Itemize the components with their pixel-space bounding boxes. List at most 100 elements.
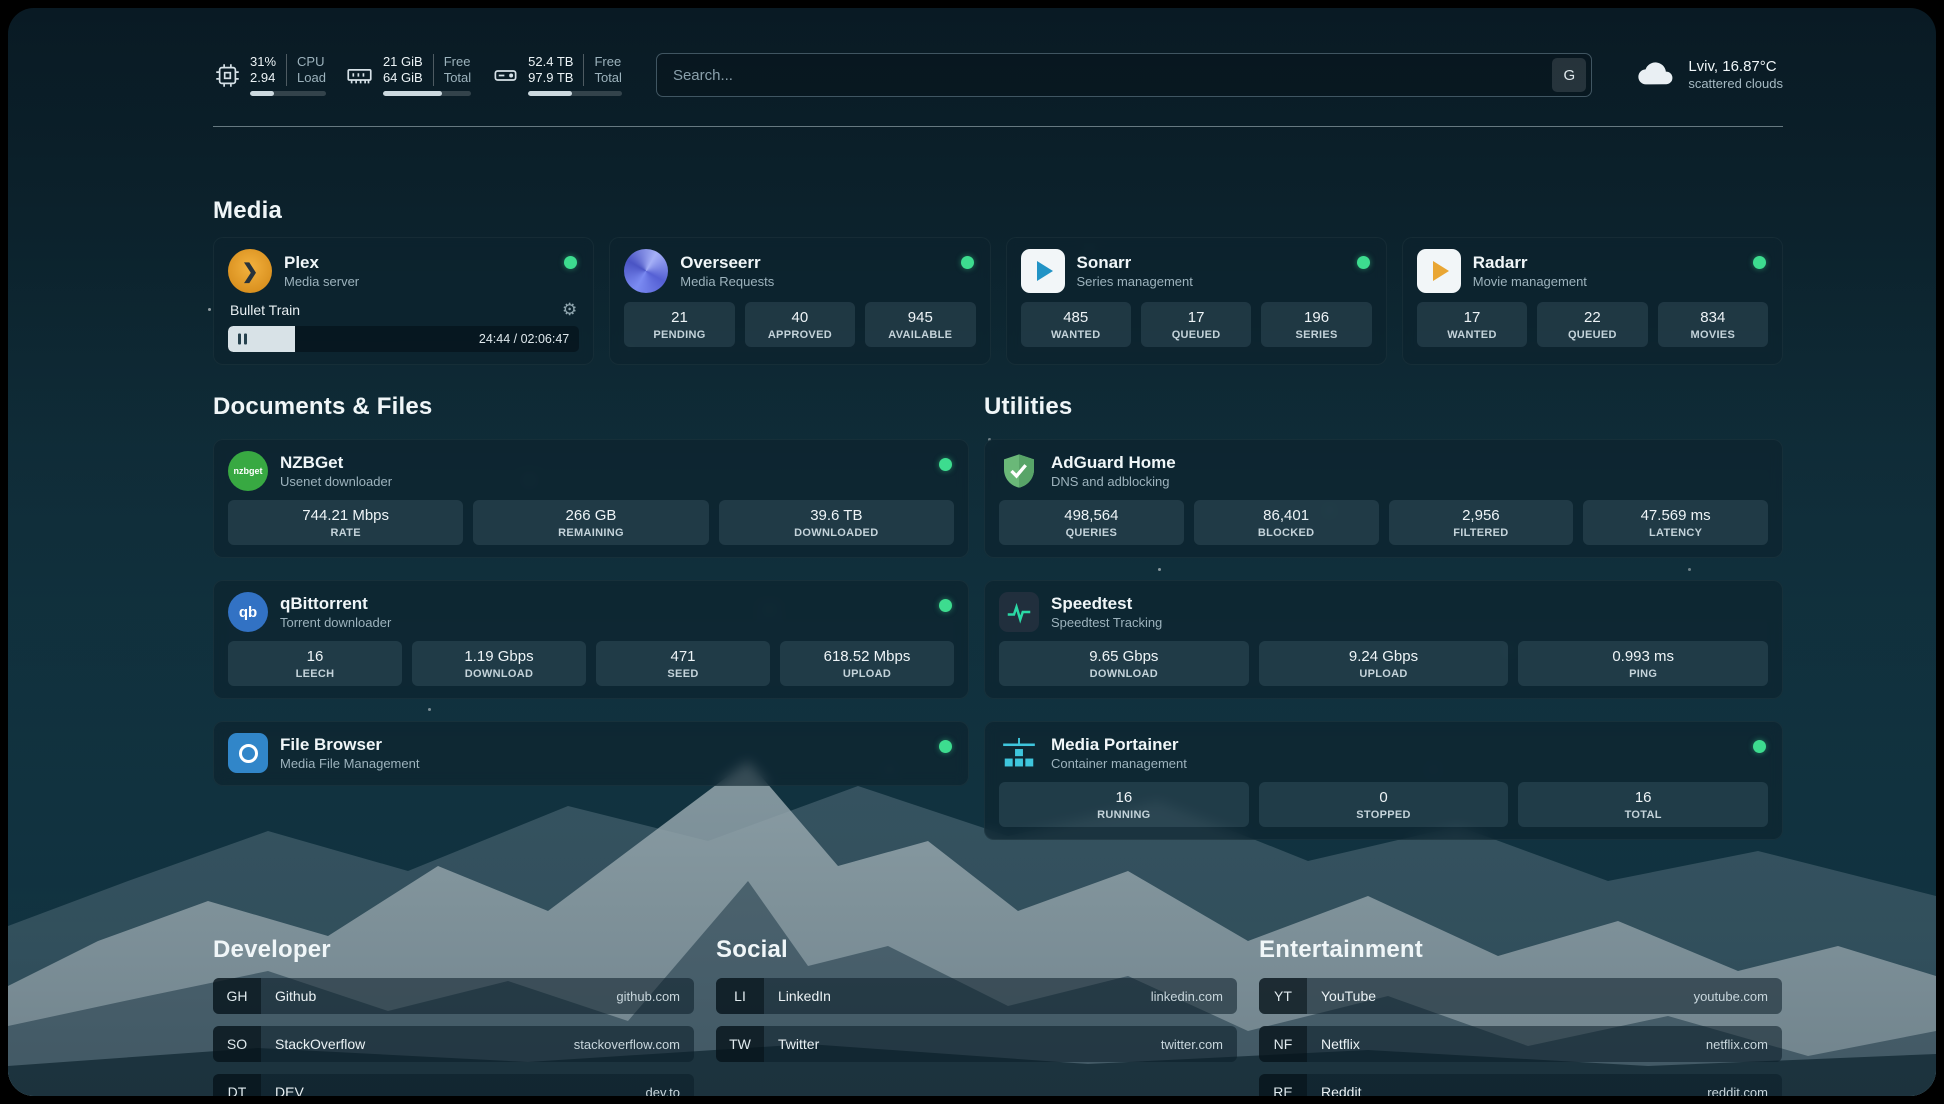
bookmark-twitter[interactable]: TW Twitter twitter.com <box>716 1026 1237 1062</box>
nzbget-icon: nzbget <box>228 451 268 491</box>
filebrowser-icon <box>228 733 268 773</box>
system-metrics: 31% 2.94 CPU Load <box>213 54 622 96</box>
service-name: Plex <box>284 252 319 272</box>
qbittorrent-icon: qb <box>228 592 268 632</box>
bookmark-name: Twitter <box>778 1036 820 1052</box>
stat-upload: 618.52 Mbps UPLOAD <box>780 641 954 686</box>
stat-wanted: 485 WANTED <box>1020 302 1131 347</box>
cpu-label-top: CPU <box>297 54 325 70</box>
stat-remaining: 266 GB REMAINING <box>473 500 709 545</box>
stat-ping: 0.993 ms PING <box>1518 641 1769 686</box>
disk-progress-fill <box>528 90 573 96</box>
stat-available: 945 AVAILABLE <box>865 302 976 347</box>
weather-condition: scattered clouds <box>1688 76 1783 92</box>
memory-total-value: 64 GiB <box>382 70 423 85</box>
stat-upload: 9.24 Gbps UPLOAD <box>1258 641 1509 686</box>
stat-download: 9.65 Gbps DOWNLOAD <box>999 641 1249 686</box>
bookmark-netflix[interactable]: NF Netflix netflix.com <box>1259 1026 1782 1062</box>
memory-free-value: 21 GiB <box>382 54 423 70</box>
qbittorrent-card[interactable]: qb qBittorrent Torrent downloader 16 LEE… <box>213 580 969 699</box>
service-subtitle: Media Requests <box>680 274 775 290</box>
service-subtitle: Series management <box>1076 274 1193 290</box>
bookmark-abbr: YT <box>1259 978 1307 1014</box>
pause-icon[interactable] <box>238 333 247 345</box>
service-subtitle: Usenet downloader <box>280 474 393 490</box>
service-subtitle: Torrent downloader <box>280 615 392 631</box>
stat-latency: 47.569 ms LATENCY <box>1583 500 1768 545</box>
cpu-usage-value: 31% <box>250 54 277 70</box>
playback-time: 24:44 / 02:06:47 <box>478 332 570 346</box>
portainer-card[interactable]: Media Portainer Container management 16 … <box>984 721 1783 840</box>
bookmark-url: twitter.com <box>1160 1036 1223 1052</box>
disk-label-top: Free <box>594 54 622 70</box>
status-dot <box>939 458 952 471</box>
service-name: Speedtest <box>1051 593 1133 613</box>
disk-label-bottom: Total <box>594 70 622 85</box>
bookmark-url: reddit.com <box>1707 1084 1768 1097</box>
search-engine-button[interactable]: G <box>1552 58 1587 92</box>
stat-stopped: 0 STOPPED <box>1258 782 1509 827</box>
adguard-card[interactable]: AdGuard Home DNS and adblocking 498,564 … <box>984 439 1783 558</box>
status-dot <box>939 599 952 612</box>
bookmark-abbr: TW <box>716 1026 764 1062</box>
bookmark-name: DEV <box>275 1084 304 1096</box>
stat-seed: 471 SEED <box>596 641 770 686</box>
radarr-icon <box>1416 249 1461 293</box>
stat-leech: 16 LEECH <box>228 641 402 686</box>
bookmark-name: YouTube <box>1321 988 1377 1004</box>
bookmark-reddit[interactable]: RE Reddit reddit.com <box>1259 1074 1782 1096</box>
snow-specks <box>208 308 211 311</box>
search-bar[interactable]: G <box>655 53 1593 97</box>
memory-icon <box>346 62 374 89</box>
bookmark-name: StackOverflow <box>275 1036 366 1052</box>
service-name: Media Portainer <box>1051 734 1179 754</box>
search-input[interactable] <box>672 66 1553 84</box>
social-section-title: Social <box>716 936 788 963</box>
stat-download: 1.19 Gbps DOWNLOAD <box>412 641 586 686</box>
stat-queries: 498,564 QUERIES <box>999 500 1184 545</box>
filebrowser-card[interactable]: File Browser Media File Management <box>213 721 969 786</box>
nzbget-card[interactable]: nzbget NZBGet Usenet downloader 744.21 M… <box>213 439 969 558</box>
now-playing-title: Bullet Train <box>230 302 301 318</box>
bookmark-dev[interactable]: DT DEV dev.to <box>213 1074 694 1096</box>
playback-progressbar[interactable]: 24:44 / 02:06:47 <box>228 326 580 352</box>
bookmark-abbr: SO <box>213 1026 261 1062</box>
weather-location: Lviv, 16.87°C <box>1688 57 1777 75</box>
status-dot <box>960 256 974 269</box>
bookmark-name: Netflix <box>1321 1036 1360 1052</box>
plex-card[interactable]: Plex Media server Bullet Train 24:44 / 0… <box>213 237 595 365</box>
header-divider <box>213 126 1783 127</box>
bookmark-linkedin[interactable]: LI LinkedIn linkedin.com <box>716 978 1237 1014</box>
status-dot <box>1356 256 1370 269</box>
bookmark-github[interactable]: GH Github github.com <box>213 978 694 1014</box>
overseerr-card[interactable]: Overseerr Media Requests 21 PENDING 40 A… <box>609 237 991 365</box>
settings-gear-icon[interactable] <box>562 300 577 320</box>
service-subtitle: DNS and adblocking <box>1051 474 1170 490</box>
memory-progress-fill <box>382 90 443 96</box>
disk-metric: 52.4 TB 97.9 TB Free Total <box>491 54 622 96</box>
service-name: qBittorrent <box>280 593 368 613</box>
weather-widget: Lviv, 16.87°C scattered clouds <box>1634 52 1783 99</box>
service-subtitle: Container management <box>1051 756 1187 772</box>
disk-icon <box>491 62 519 89</box>
service-subtitle: Speedtest Tracking <box>1051 615 1163 631</box>
bookmark-name: Reddit <box>1321 1084 1362 1096</box>
speedtest-icon <box>999 592 1039 632</box>
status-dot <box>1753 740 1766 753</box>
entertainment-group: Entertainment YT YouTube youtube.com NF … <box>1259 936 1782 1096</box>
stat-running: 16 RUNNING <box>999 782 1249 827</box>
bookmark-url: github.com <box>616 988 680 1004</box>
sonarr-card[interactable]: Sonarr Series management 485 WANTED 17 Q… <box>1005 237 1387 365</box>
bookmark-stackoverflow[interactable]: SO StackOverflow stackoverflow.com <box>213 1026 694 1062</box>
cpu-progress-fill <box>250 90 274 96</box>
disk-free-value: 52.4 TB <box>528 54 574 70</box>
plex-icon <box>228 249 272 293</box>
bookmark-abbr: NF <box>1259 1026 1307 1062</box>
stat-rate: 744.21 Mbps RATE <box>228 500 464 545</box>
speedtest-card[interactable]: Speedtest Speedtest Tracking 9.65 Gbps D… <box>984 580 1783 699</box>
stat-downloaded: 39.6 TB DOWNLOADED <box>718 500 954 545</box>
memory-label-top: Free <box>443 54 471 70</box>
bookmark-youtube[interactable]: YT YouTube youtube.com <box>1259 978 1782 1014</box>
cpu-load-value: 2.94 <box>250 70 276 85</box>
radarr-card[interactable]: Radarr Movie management 17 WANTED 22 QUE… <box>1401 237 1783 365</box>
